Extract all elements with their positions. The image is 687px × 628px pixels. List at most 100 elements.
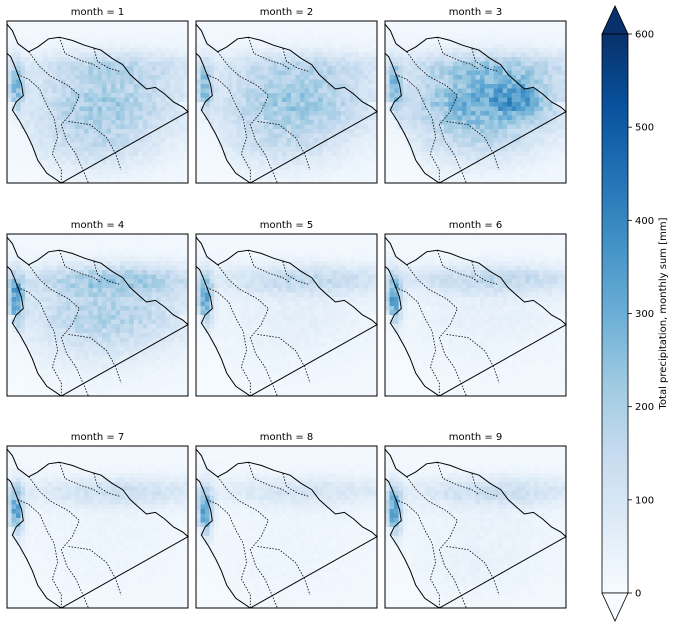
heatmap-cell xyxy=(34,238,40,244)
heatmap-cell xyxy=(29,111,35,116)
heatmap-cell xyxy=(165,151,171,157)
heatmap-cell xyxy=(525,160,531,166)
heatmap-cell xyxy=(318,147,324,152)
heatmap-cell xyxy=(183,169,189,175)
heatmap-cell xyxy=(25,252,30,257)
heatmap-cell xyxy=(313,61,319,67)
heatmap-cell xyxy=(52,169,58,175)
heatmap-cell xyxy=(538,106,544,112)
heatmap-cell xyxy=(129,39,135,44)
heatmap-cell xyxy=(147,165,153,170)
heatmap-cell xyxy=(178,247,184,253)
heatmap-cell xyxy=(129,297,135,302)
heatmap-cell xyxy=(236,133,242,139)
heatmap-cell xyxy=(309,165,315,170)
heatmap-cell xyxy=(25,306,30,311)
heatmap-cell xyxy=(461,39,467,44)
heatmap-cell xyxy=(363,34,369,40)
heatmap-cell xyxy=(115,48,121,53)
heatmap-cell xyxy=(88,133,94,139)
heatmap-cell xyxy=(52,156,58,161)
heatmap-cell xyxy=(480,75,485,80)
heatmap-cell xyxy=(529,48,535,53)
heatmap-cell xyxy=(547,88,553,94)
heatmap-cell xyxy=(43,25,49,31)
heatmap-cell xyxy=(412,79,418,85)
heatmap-cell xyxy=(38,79,44,85)
heatmap-cell xyxy=(475,147,481,152)
heatmap-cell xyxy=(403,34,408,40)
heatmap-cell xyxy=(525,66,531,71)
heatmap-cell xyxy=(70,165,76,170)
heatmap-cell xyxy=(138,156,144,161)
heatmap-cell xyxy=(398,160,404,166)
heatmap-cell xyxy=(416,151,422,157)
heatmap-cell xyxy=(92,57,98,62)
heatmap-cell xyxy=(97,297,103,302)
heatmap-cell xyxy=(142,61,148,67)
heatmap-cell xyxy=(295,39,301,44)
heatmap-cell xyxy=(160,120,166,125)
heatmap-cell xyxy=(291,43,296,49)
heatmap-cell xyxy=(151,25,157,31)
heatmap-cell xyxy=(183,147,189,152)
heatmap-cell xyxy=(340,120,346,125)
heatmap-cell xyxy=(367,84,373,89)
heatmap-cell xyxy=(83,288,89,293)
heatmap-cell xyxy=(178,279,184,284)
heatmap-cell xyxy=(97,61,103,67)
heatmap-cell xyxy=(156,142,162,148)
heatmap-cell xyxy=(394,66,399,71)
heatmap-cell xyxy=(25,115,30,121)
heatmap-cell xyxy=(385,156,390,161)
heatmap-cell xyxy=(367,169,373,175)
heatmap-cell xyxy=(300,129,305,134)
heatmap-cell xyxy=(448,34,454,40)
heatmap-cell xyxy=(196,61,201,67)
heatmap-cell xyxy=(97,57,103,62)
heatmap-cell xyxy=(65,151,71,157)
heatmap-cell xyxy=(56,61,62,67)
heatmap-cell xyxy=(120,247,126,253)
heatmap-cell xyxy=(272,151,278,157)
heatmap-cell xyxy=(20,243,26,248)
heatmap-cell xyxy=(425,48,431,53)
heatmap-cell xyxy=(534,165,540,170)
heatmap-cell xyxy=(543,151,549,157)
heatmap-cell xyxy=(106,238,112,244)
heatmap-cell xyxy=(309,160,315,166)
heatmap-cell xyxy=(209,147,215,152)
heatmap-cell xyxy=(309,25,315,31)
heatmap-cell xyxy=(349,21,355,26)
heatmap-cell xyxy=(160,147,166,152)
heatmap-cell xyxy=(318,88,324,94)
heatmap-cell xyxy=(142,52,148,58)
heatmap-cell xyxy=(493,52,499,58)
heatmap-cell xyxy=(92,30,98,35)
heatmap-cell xyxy=(74,169,80,175)
heatmap-cell xyxy=(385,79,390,85)
heatmap-cell xyxy=(115,97,121,103)
heatmap-cell xyxy=(277,93,283,98)
heatmap-cell xyxy=(183,97,189,103)
heatmap-cell xyxy=(25,66,30,71)
heatmap-cell xyxy=(11,270,17,275)
panel-frame xyxy=(384,20,567,184)
heatmap-cell xyxy=(281,129,287,134)
heatmap-cell xyxy=(111,70,116,76)
heatmap-cell xyxy=(151,270,157,275)
heatmap-cell xyxy=(331,115,337,121)
heatmap-cell xyxy=(133,102,139,107)
heatmap-cell xyxy=(394,34,399,40)
heatmap-cell xyxy=(34,243,40,248)
heatmap-cell xyxy=(534,133,540,139)
heatmap-cell xyxy=(29,279,35,284)
heatmap-cell xyxy=(70,142,76,148)
heatmap-cell xyxy=(88,238,94,244)
heatmap-cell xyxy=(250,147,256,152)
heatmap-cell xyxy=(439,88,445,94)
heatmap-cell xyxy=(88,138,94,143)
heatmap-cell xyxy=(493,21,499,26)
heatmap-cell xyxy=(196,79,201,85)
heatmap-cell xyxy=(178,261,184,266)
